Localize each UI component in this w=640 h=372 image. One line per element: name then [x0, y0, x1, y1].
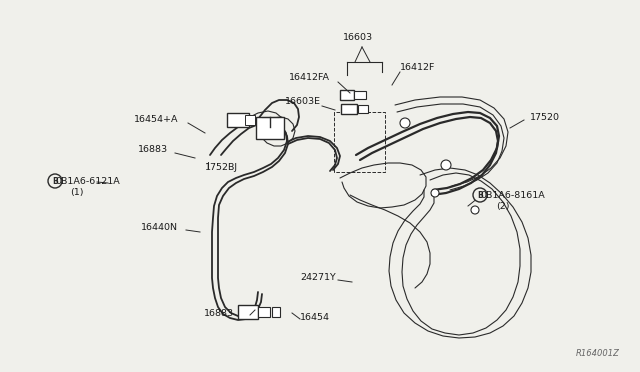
Text: 16440N: 16440N	[141, 224, 178, 232]
Text: 1752BJ: 1752BJ	[205, 164, 238, 173]
Bar	[258, 307, 270, 317]
Text: 16412F: 16412F	[400, 64, 435, 73]
Text: (1): (1)	[70, 189, 83, 198]
Text: 16883: 16883	[138, 145, 168, 154]
Text: 16454+A: 16454+A	[134, 115, 178, 125]
Bar	[358, 105, 368, 113]
Bar	[340, 90, 354, 100]
Circle shape	[441, 160, 451, 170]
Circle shape	[473, 188, 487, 202]
Text: R164001Z: R164001Z	[576, 349, 620, 358]
Circle shape	[400, 118, 410, 128]
Circle shape	[431, 189, 439, 197]
Bar	[256, 117, 284, 139]
Text: 16412FA: 16412FA	[289, 74, 330, 83]
Circle shape	[48, 174, 62, 188]
Text: 0B1A6-6121A: 0B1A6-6121A	[55, 176, 120, 186]
Text: 0B1A6-8161A: 0B1A6-8161A	[480, 190, 545, 199]
Circle shape	[471, 206, 479, 214]
Bar	[272, 307, 280, 317]
Text: 16454: 16454	[300, 314, 330, 323]
Bar	[227, 113, 249, 127]
Text: 16603E: 16603E	[285, 97, 321, 106]
Text: 16883: 16883	[204, 310, 234, 318]
Text: (2): (2)	[496, 202, 509, 212]
Text: 17520: 17520	[530, 112, 560, 122]
Bar	[341, 104, 357, 114]
Bar	[354, 91, 366, 99]
Text: B: B	[52, 176, 58, 186]
Text: B: B	[477, 190, 483, 199]
Bar	[245, 115, 255, 125]
Bar	[238, 305, 258, 319]
Text: 16603: 16603	[343, 33, 373, 42]
Text: 24271Y: 24271Y	[300, 273, 336, 282]
